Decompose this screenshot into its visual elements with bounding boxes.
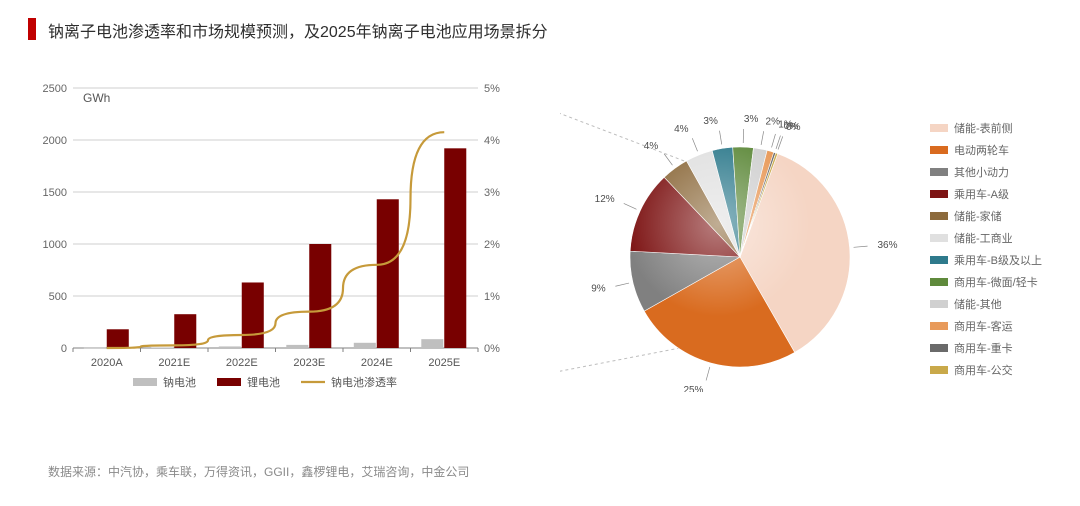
legend-item: 商用车-公交 <box>930 362 1042 378</box>
legend-label: 储能-表前侧 <box>954 120 1013 136</box>
legend-swatch <box>930 168 948 176</box>
legend-item: 商用车-重卡 <box>930 340 1042 356</box>
legend-label: 乘用车-B级及以上 <box>954 252 1042 268</box>
svg-text:2023E: 2023E <box>293 357 325 369</box>
legend-label: 储能-家储 <box>954 208 1002 224</box>
svg-text:2024E: 2024E <box>361 357 393 369</box>
svg-text:2000: 2000 <box>43 135 67 147</box>
legend-swatch <box>930 300 948 308</box>
legend-label: 乘用车-A级 <box>954 186 1009 202</box>
svg-text:锂电池: 锂电池 <box>247 375 280 389</box>
svg-text:2025E: 2025E <box>428 357 460 369</box>
page-title: 钠离子电池渗透率和市场规模预测，及2025年钠离子电池应用场景拆分 <box>48 18 548 42</box>
legend-label: 电动两轮车 <box>954 142 1009 158</box>
svg-text:2021E: 2021E <box>158 357 190 369</box>
svg-text:1%: 1% <box>484 291 500 303</box>
svg-text:2%: 2% <box>484 239 500 251</box>
legend-item: 其他小动力 <box>930 164 1042 180</box>
svg-text:1000: 1000 <box>43 239 67 251</box>
legend-swatch <box>930 212 948 220</box>
svg-text:GWh: GWh <box>83 91 110 105</box>
svg-text:3%: 3% <box>744 114 759 125</box>
svg-text:0: 0 <box>61 343 67 355</box>
svg-text:4%: 4% <box>674 124 689 135</box>
svg-text:2020A: 2020A <box>91 357 123 369</box>
legend-label: 商用车-公交 <box>954 362 1013 378</box>
legend-swatch <box>930 124 948 132</box>
legend-swatch <box>930 146 948 154</box>
bar-line-chart: 0 500 1000 1500 2000 2500 0% 1% 2% 3% 4% 5% GWh 2020A… <box>28 78 528 408</box>
pie-legend: 储能-表前侧电动两轮车其他小动力乘用车-A级储能-家储储能-工商业乘用车-B级及… <box>930 120 1042 384</box>
svg-text:2500: 2500 <box>43 83 67 95</box>
svg-text:钠电池渗透率: 钠电池渗透率 <box>331 375 397 389</box>
svg-text:9%: 9% <box>591 284 606 295</box>
legend-swatch <box>930 322 948 330</box>
source-text: 数据来源：中汽协，乘车联，万得资讯，GGII，鑫椤锂电，艾瑞咨询，中金公司 <box>48 463 469 480</box>
legend-item: 商用车-客运 <box>930 318 1042 334</box>
svg-text:36%: 36% <box>877 240 897 251</box>
legend-item: 乘用车-A级 <box>930 186 1042 202</box>
svg-text:4%: 4% <box>644 141 659 152</box>
svg-text:钠电池: 钠电池 <box>163 375 196 389</box>
svg-text:500: 500 <box>49 291 67 303</box>
legend-label: 储能-其他 <box>954 296 1002 312</box>
svg-text:25%: 25% <box>683 385 703 392</box>
svg-text:12%: 12% <box>595 194 615 205</box>
legend-swatch <box>930 234 948 242</box>
legend-swatch <box>930 366 948 374</box>
legend-item: 储能-表前侧 <box>930 120 1042 136</box>
svg-text:4%: 4% <box>484 135 500 147</box>
legend-item: 商用车-微面/轻卡 <box>930 274 1042 290</box>
legend-swatch <box>930 278 948 286</box>
legend-swatch <box>930 344 948 352</box>
svg-text:0%: 0% <box>786 122 801 133</box>
pie-chart: 36%25%9%12%4%4%3%3%2%1%0%0% <box>560 92 920 392</box>
legend-label: 储能-工商业 <box>954 230 1013 246</box>
svg-text:0%: 0% <box>484 343 500 355</box>
legend-item: 储能-工商业 <box>930 230 1042 246</box>
svg-text:3%: 3% <box>703 116 718 127</box>
legend-item: 储能-家储 <box>930 208 1042 224</box>
title-accent-block <box>28 18 36 40</box>
svg-text:2022E: 2022E <box>226 357 258 369</box>
legend-swatch <box>930 190 948 198</box>
legend-item: 乘用车-B级及以上 <box>930 252 1042 268</box>
legend-label: 商用车-微面/轻卡 <box>954 274 1038 290</box>
legend-swatch <box>930 256 948 264</box>
svg-text:1500: 1500 <box>43 187 67 199</box>
legend-label: 其他小动力 <box>954 164 1009 180</box>
legend-item: 储能-其他 <box>930 296 1042 312</box>
svg-text:5%: 5% <box>484 83 500 95</box>
legend-label: 商用车-重卡 <box>954 340 1013 356</box>
legend-item: 电动两轮车 <box>930 142 1042 158</box>
svg-text:3%: 3% <box>484 187 500 199</box>
legend-label: 商用车-客运 <box>954 318 1013 334</box>
